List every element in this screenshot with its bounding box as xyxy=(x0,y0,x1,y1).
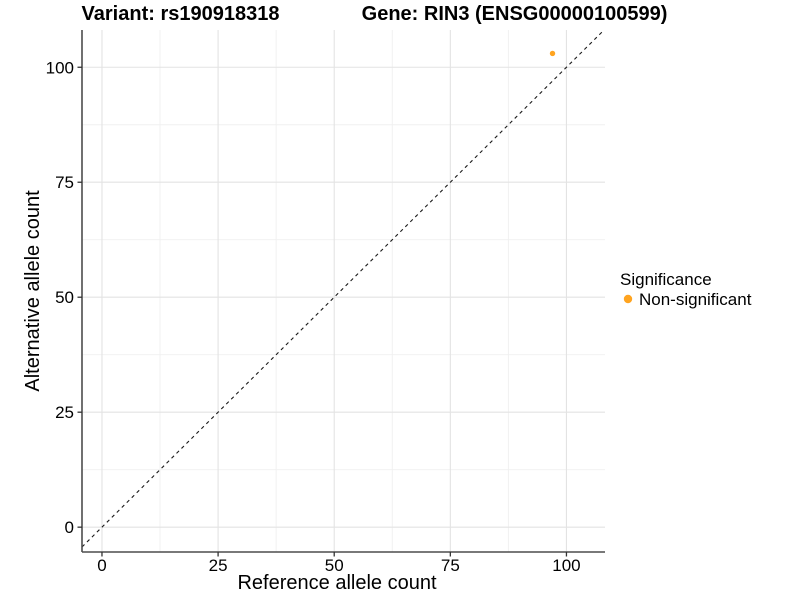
x-tick-label: 75 xyxy=(441,556,460,575)
data-point xyxy=(549,50,556,57)
y-tick-label: 75 xyxy=(55,173,74,192)
y-tick-label: 0 xyxy=(65,518,74,537)
identity-reference-line xyxy=(81,29,605,548)
gridlines-major xyxy=(82,30,605,552)
y-tick-label: 100 xyxy=(46,58,74,77)
legend-title: Significance xyxy=(620,270,712,289)
legend-item-label: Non-significant xyxy=(639,290,752,309)
x-tick-label: 50 xyxy=(325,556,344,575)
gridlines-minor xyxy=(82,30,605,552)
x-tick-label: 0 xyxy=(97,556,106,575)
y-tick-label: 50 xyxy=(55,288,74,307)
x-tick-label: 25 xyxy=(209,556,228,575)
identity-reference-line-layer xyxy=(81,29,605,548)
x-tick-label: 100 xyxy=(552,556,580,575)
plot-title-gene: Gene: RIN3 (ENSG00000100599) xyxy=(362,3,668,25)
axes-layer: 0 25 50 75 100 0 25 50 75 100 xyxy=(46,30,605,575)
legend-key-dot-icon xyxy=(623,294,633,304)
y-tick-label: 25 xyxy=(55,403,74,422)
plot-title-variant: Variant: rs190918318 xyxy=(82,3,280,25)
legend: Significance Non-significant xyxy=(620,270,752,309)
x-axis-title: Reference allele count xyxy=(237,572,436,594)
data-points-layer xyxy=(549,50,556,57)
y-axis-title: Alternative allele count xyxy=(22,190,44,392)
